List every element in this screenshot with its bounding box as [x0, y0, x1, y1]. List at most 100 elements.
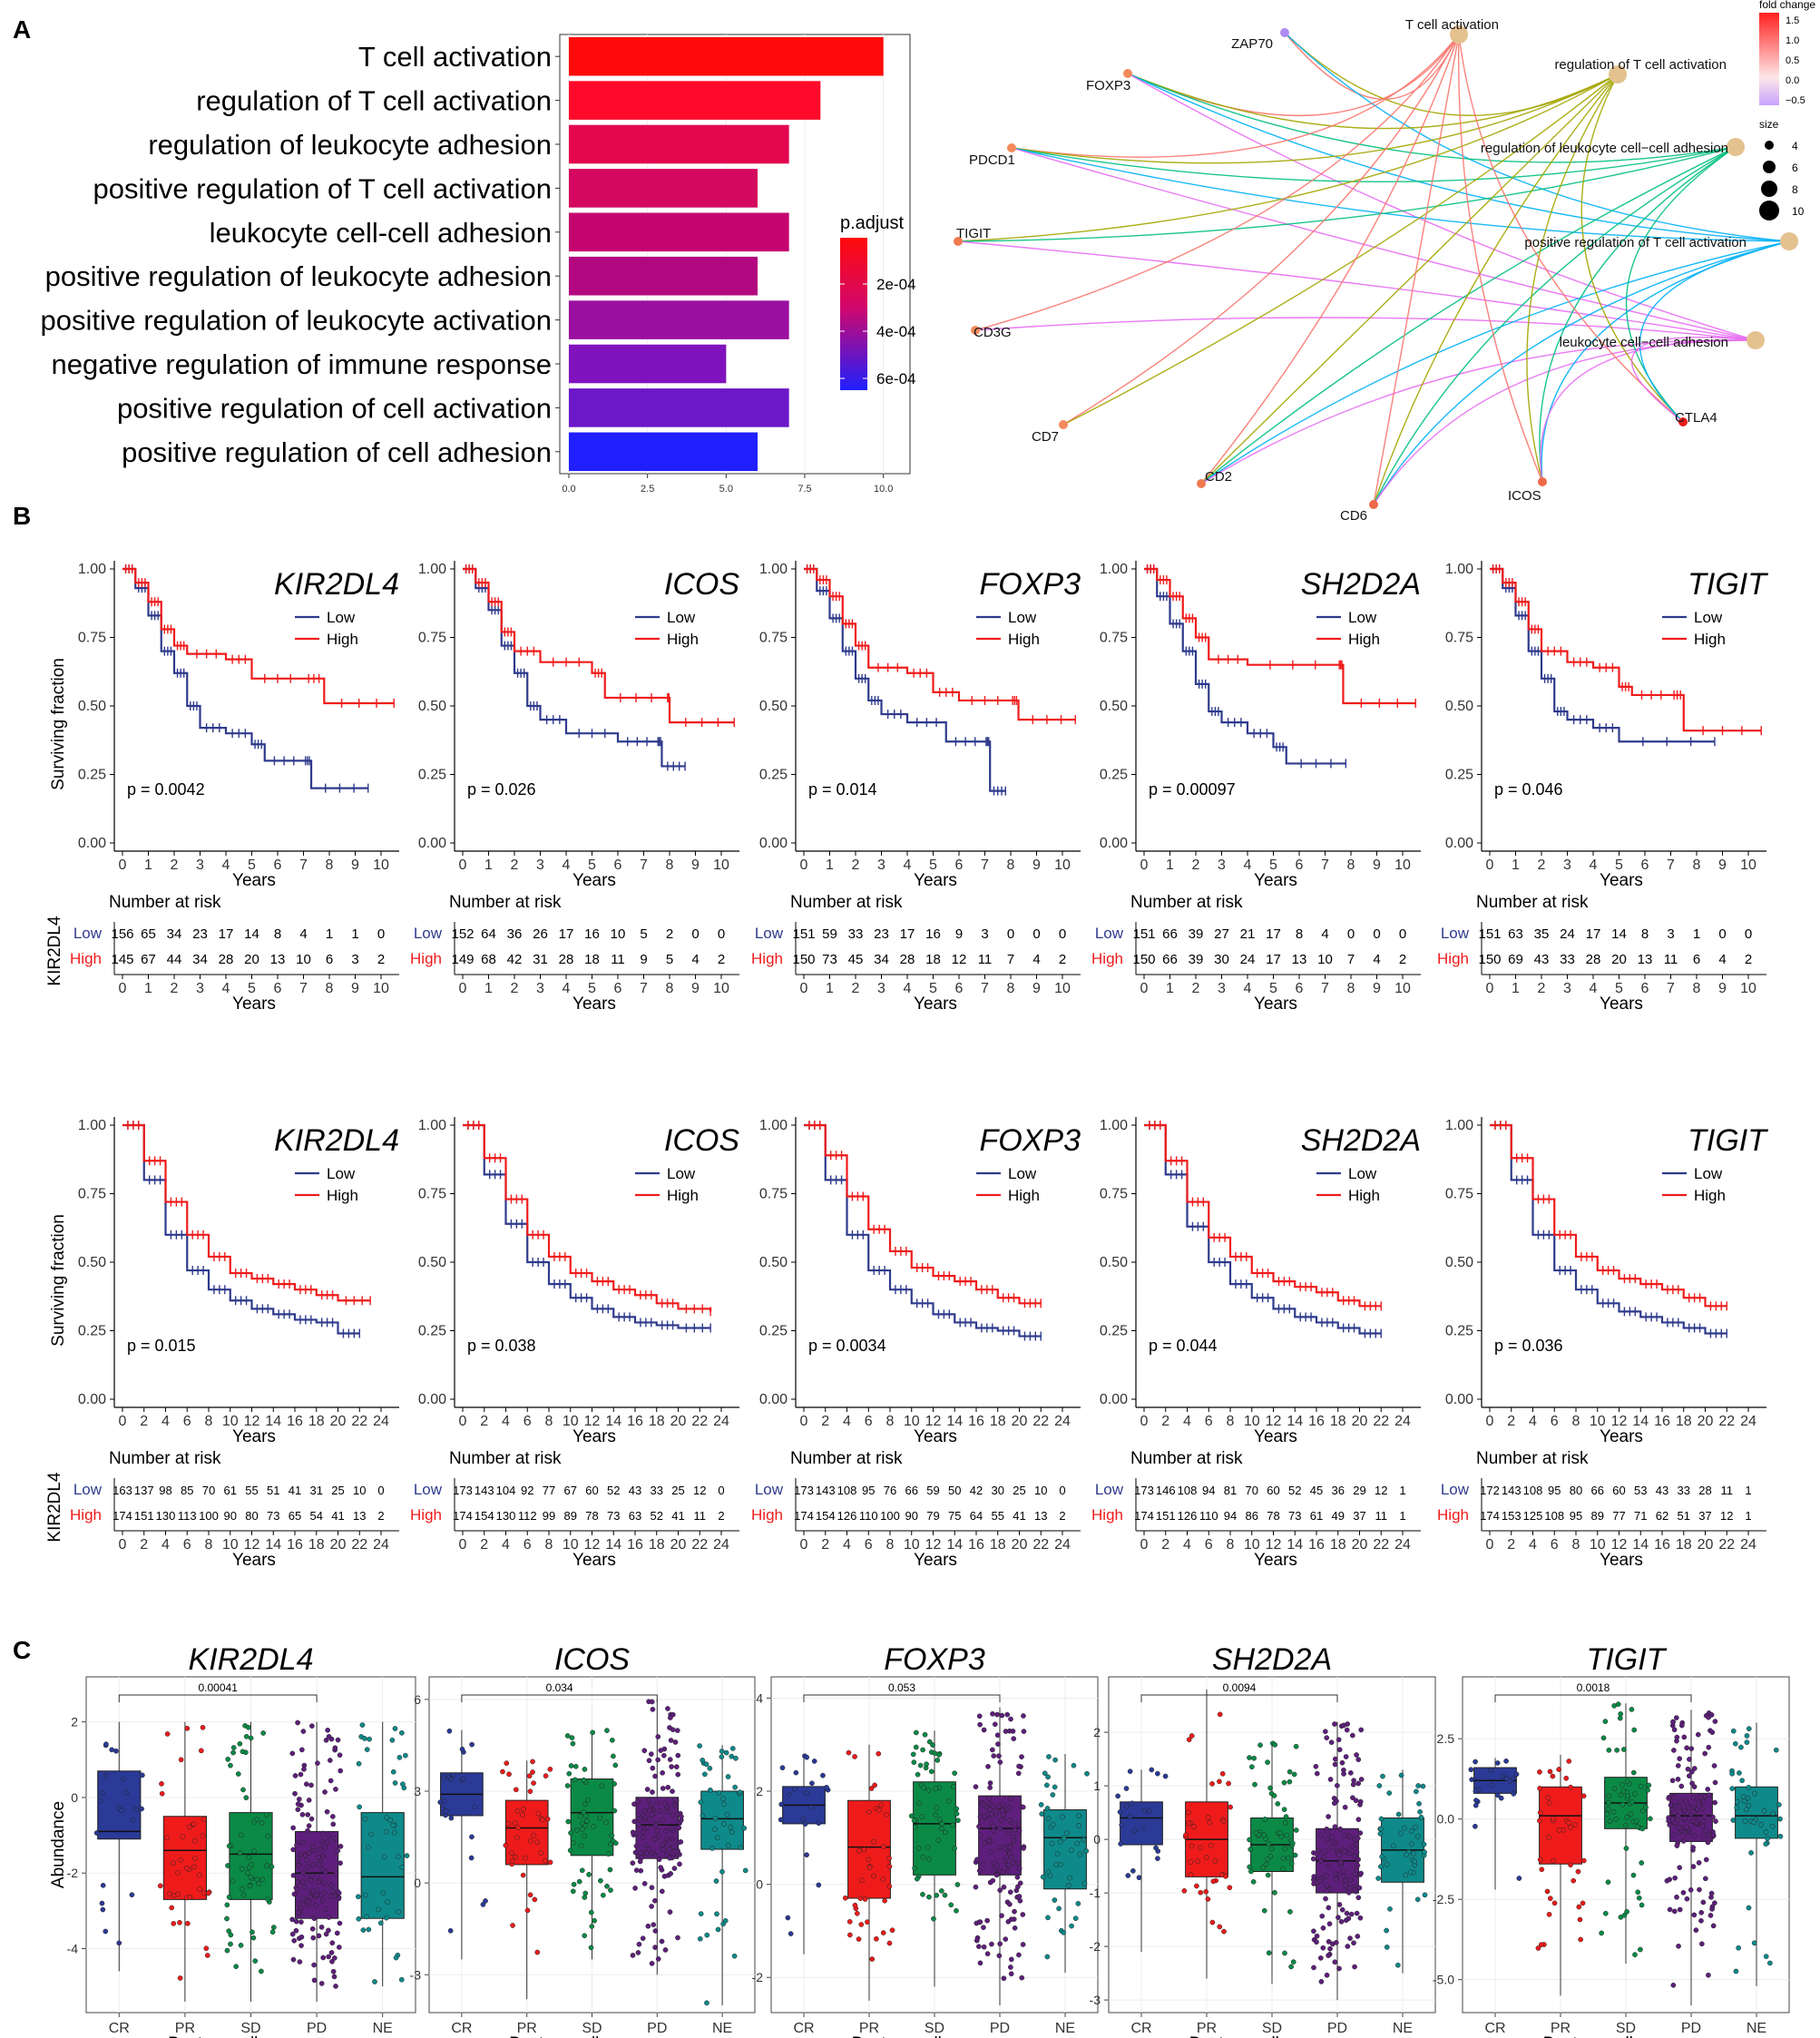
risk-count-high: 63 [629, 1509, 641, 1523]
data-point [1337, 1859, 1344, 1866]
data-point [1016, 1952, 1022, 1958]
data-point [1061, 1929, 1067, 1935]
data-point [1019, 1754, 1024, 1759]
data-point [330, 1968, 337, 1974]
data-point [803, 1790, 809, 1796]
data-point [1702, 1750, 1708, 1757]
data-point [1670, 1719, 1676, 1725]
data-point [1681, 1808, 1688, 1813]
gene-label: ICOS [1508, 488, 1541, 504]
data-point [391, 1830, 397, 1836]
legend-title: p.adjust [840, 213, 904, 233]
data-point [716, 1790, 722, 1796]
data-point [1043, 1782, 1050, 1788]
gene-title: FOXP3 [884, 1642, 985, 1677]
data-point [1328, 1739, 1335, 1746]
data-point [1293, 1827, 1299, 1833]
x-tick-label: 20 [1698, 1537, 1714, 1553]
data-point [1335, 1782, 1340, 1788]
risk-title: Number at risk [790, 893, 903, 912]
x-axis-title: Years [914, 995, 957, 1014]
risk-count-high: 77 [1612, 1509, 1625, 1523]
data-point [630, 1860, 636, 1867]
data-point [1387, 1906, 1393, 1912]
data-point [1606, 1793, 1612, 1799]
p-value: p = 0.036 [1494, 1337, 1563, 1355]
data-point [306, 1798, 312, 1803]
data-point [1021, 1729, 1027, 1734]
data-point [1228, 1804, 1233, 1810]
x-tick-label: 3 [877, 981, 886, 996]
data-point [1681, 1734, 1688, 1740]
y-tick-label: -3 [410, 1967, 422, 1982]
risk-row-label-low: Low [414, 1481, 443, 1498]
data-point [612, 1840, 619, 1847]
category-label: positive regulation of T cell activation [93, 172, 552, 204]
x-tick-label: 3 [1563, 857, 1571, 873]
data-point [187, 1894, 193, 1900]
data-point [996, 1803, 1003, 1809]
y-tick-label: 0.50 [78, 1255, 106, 1270]
data-point [318, 1925, 325, 1930]
risk-count-low: 60 [585, 1484, 598, 1497]
x-tick-label: 10 [563, 1537, 579, 1553]
data-point [856, 1847, 862, 1854]
data-point [298, 1771, 304, 1778]
data-point [1260, 1865, 1267, 1871]
data-point [437, 1799, 444, 1806]
data-point [980, 1861, 986, 1867]
y-tick-label: 1.00 [78, 562, 106, 577]
data-point [778, 1801, 785, 1808]
data-point [1280, 1866, 1286, 1872]
x-tick-label: 24 [1394, 1414, 1411, 1429]
data-point [1248, 1868, 1254, 1875]
risk-count-high: 154 [475, 1509, 494, 1523]
network-edge [1011, 73, 1619, 164]
data-point [990, 1803, 996, 1809]
data-point [943, 1829, 948, 1836]
data-point [1611, 1703, 1618, 1709]
data-point [1020, 1804, 1026, 1810]
data-point [1544, 1888, 1551, 1895]
data-point [1684, 1745, 1689, 1751]
data-point [1355, 1757, 1362, 1762]
data-point [657, 1808, 663, 1814]
risk-count-high: 4 [1032, 952, 1040, 967]
data-point [1415, 1783, 1422, 1788]
data-point [1326, 1863, 1332, 1869]
risk-count-high: 174 [794, 1509, 814, 1523]
x-tick-label: 6 [1205, 1414, 1213, 1429]
risk-row-label-high: High [751, 950, 783, 967]
data-point [641, 1881, 648, 1886]
data-point [649, 1811, 655, 1818]
data-point [296, 1863, 302, 1868]
data-point [1546, 1800, 1552, 1807]
data-point [130, 1817, 136, 1823]
data-point [389, 1737, 396, 1743]
data-point [1639, 1783, 1644, 1789]
data-point [641, 1829, 647, 1835]
data-point [1535, 1945, 1541, 1951]
data-point [367, 1736, 372, 1742]
data-point [1677, 1906, 1683, 1913]
data-point [356, 1894, 361, 1900]
data-point [1739, 1778, 1745, 1784]
gene-node [1678, 417, 1688, 426]
data-point [667, 1757, 673, 1762]
data-point [658, 1748, 664, 1753]
data-point [568, 1830, 573, 1836]
data-point [886, 1940, 893, 1946]
data-point [939, 1821, 945, 1827]
data-point [571, 1881, 577, 1887]
data-point [704, 2000, 709, 2006]
data-point [103, 1741, 109, 1748]
data-point [990, 1710, 995, 1717]
gene-title: SH2D2A [1301, 567, 1421, 602]
x-tick-label: 2 [140, 1414, 148, 1429]
data-point [1695, 1731, 1701, 1738]
data-point [335, 1737, 341, 1743]
x-tick-label: PR [1551, 2021, 1570, 2036]
data-point [1250, 1879, 1257, 1885]
